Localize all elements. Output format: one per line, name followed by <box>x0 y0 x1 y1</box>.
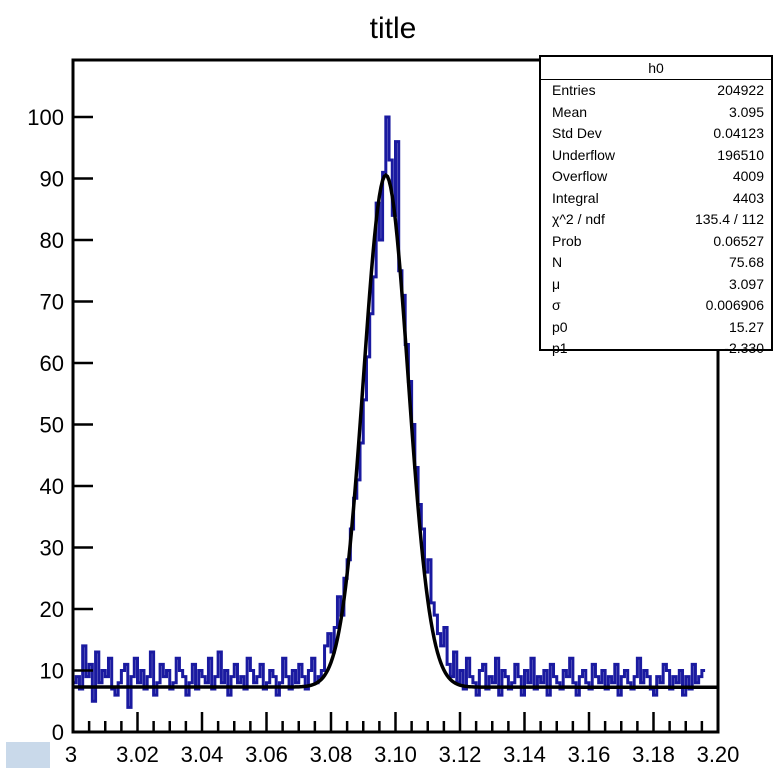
stats-row: p1 -2.330 <box>541 338 771 360</box>
stats-row: μ 3.097 <box>541 274 771 296</box>
stats-value: 15.27 <box>728 318 764 335</box>
stats-label: N <box>552 254 563 270</box>
stats-box[interactable]: h0 Entries 204922 Mean 3.095 Std Dev 0.04123 U… <box>539 55 773 356</box>
fit-curve-layer <box>73 172 718 689</box>
stats-row: Integral 4403 <box>541 188 771 210</box>
y-tick-label: 50 <box>40 413 64 438</box>
x-tick-label: 3.16 <box>568 742 611 767</box>
stats-label: Prob <box>552 232 582 249</box>
y-tick-label: 10 <box>40 659 64 684</box>
stats-row: N 75.68 <box>541 252 771 274</box>
y-tick-label: 100 <box>27 105 64 130</box>
x-tick-label: 3.14 <box>503 742 546 767</box>
stats-value: 3.097 <box>728 275 764 292</box>
histogram-bars-layer <box>73 115 706 709</box>
x-tick-label: 3.10 <box>374 742 417 767</box>
y-tick-label: 40 <box>40 474 64 499</box>
corner-highlight <box>6 742 50 768</box>
y-tick-label: 80 <box>40 228 64 253</box>
stats-label: Integral <box>552 189 599 206</box>
stats-box-title: h0 <box>541 57 771 80</box>
stats-value: 0.06527 <box>713 232 764 249</box>
stats-row: Mean 3.095 <box>541 102 771 124</box>
x-tick-label: 3 <box>65 742 77 767</box>
x-tick-label: 3.18 <box>632 742 675 767</box>
stats-value: 3.095 <box>728 103 764 120</box>
x-tick-label: 3.02 <box>116 742 159 767</box>
stats-value: 196510 <box>717 146 764 163</box>
stats-row: Std Dev 0.04123 <box>541 123 771 145</box>
stats-value: -2.330 <box>724 340 764 356</box>
x-tick-label: 3.06 <box>245 742 288 767</box>
stats-label: χ^2 / ndf <box>552 211 605 227</box>
x-tick-label: 3.04 <box>181 742 224 767</box>
stats-value: 4403 <box>732 189 764 206</box>
stats-row: Prob 0.06527 <box>541 231 771 253</box>
stats-row: Overflow 4009 <box>541 166 771 188</box>
y-axis: 0 10 20 30 40 50 60 70 80 90 100 <box>27 105 93 745</box>
stats-value: 204922 <box>717 82 764 98</box>
stats-label: p0 <box>552 318 568 335</box>
stats-value: 4009 <box>732 168 764 184</box>
stats-row: p0 15.27 <box>541 317 771 339</box>
x-tick-label: 3.20 <box>697 742 740 767</box>
stats-value: 135.4 / 112 <box>694 211 764 227</box>
stats-row: σ 0.006906 <box>541 295 771 317</box>
stats-label: Std Dev <box>552 125 602 141</box>
x-tick-label: 3.08 <box>310 742 353 767</box>
stats-label: Underflow <box>552 146 616 163</box>
stats-label: Overflow <box>552 168 608 184</box>
chart-title: title <box>370 12 417 45</box>
fit-curve <box>73 172 718 689</box>
y-tick-label: 30 <box>40 536 64 561</box>
stats-row: Entries 204922 <box>541 80 771 102</box>
stats-value: 0.04123 <box>713 125 764 141</box>
x-tick-label: 3.12 <box>439 742 482 767</box>
stats-row: Underflow 196510 <box>541 145 771 167</box>
y-tick-label: 60 <box>40 351 64 376</box>
stats-label: Entries <box>552 82 596 98</box>
stats-value: 75.68 <box>728 254 764 270</box>
y-tick-label: 70 <box>40 290 64 315</box>
stats-label: σ <box>552 297 561 313</box>
stats-label: μ <box>552 275 561 292</box>
y-tick-label: 0 <box>52 720 64 745</box>
y-tick-label: 90 <box>40 167 64 192</box>
y-tick-label: 20 <box>40 597 64 622</box>
stats-value: 0.006906 <box>705 297 764 313</box>
stats-label: Mean <box>552 103 588 120</box>
stats-rows: Entries 204922 Mean 3.095 Std Dev 0.04123 Unde… <box>541 80 771 360</box>
histogram-series <box>73 115 706 709</box>
stats-row: χ^2 / ndf 135.4 / 112 <box>541 209 771 231</box>
x-axis: 3 3.02 3.04 3.06 3.08 3.10 3.12 3.14 3.16 3.18 3.2… <box>65 712 740 767</box>
stats-label: p1 <box>552 340 568 356</box>
